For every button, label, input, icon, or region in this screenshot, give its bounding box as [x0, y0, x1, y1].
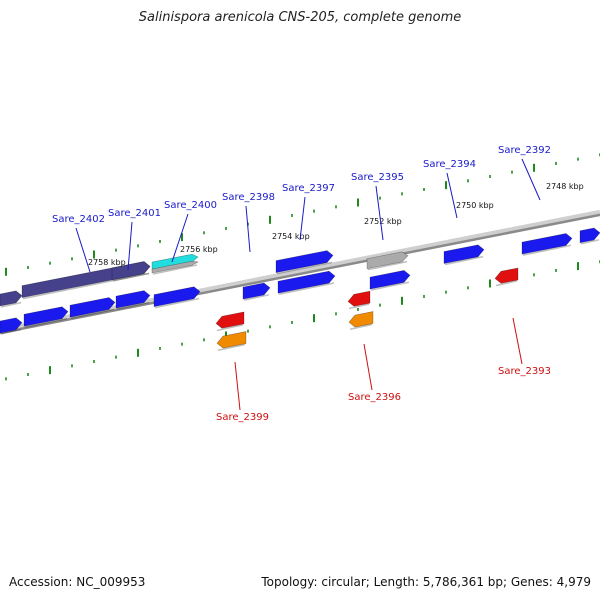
gene-arrow [69, 297, 116, 318]
gene-label-sare-2400: Sare_2400 [164, 200, 217, 211]
gene-shadow [112, 272, 150, 282]
gene-shadow [580, 239, 600, 245]
gene-shadow [0, 301, 22, 308]
gene-arrow-sare-2399 [215, 311, 245, 329]
label-leader-line [171, 213, 189, 263]
gene-shadow [116, 301, 150, 310]
gene-arrow-sare-2401 [111, 261, 151, 281]
gene-shadow [70, 308, 115, 319]
gene-label-sare-2402: Sare_2402 [52, 214, 105, 225]
gene-shadow [154, 297, 200, 309]
label-leader-line [375, 185, 384, 241]
gene-arrow [153, 286, 201, 308]
genome-summary: Topology: circular; Length: 5,786,361 bp… [261, 575, 591, 589]
gene-shadow [349, 323, 373, 330]
gene-arrow [216, 331, 247, 349]
gene-label-sare-2399: Sare_2399 [216, 412, 269, 423]
gene-arrow [0, 317, 23, 334]
gene-shadow [367, 260, 408, 271]
gene-label-sare-2395: Sare_2395 [351, 172, 404, 183]
gene-shadow [444, 255, 484, 266]
gene-arrow [369, 270, 411, 290]
gene-arrow [579, 227, 600, 244]
genome-backbone [0, 213, 600, 335]
gene-shadow [370, 281, 410, 291]
scale-label: 2754 kbp [272, 232, 310, 241]
gene-shadow [216, 324, 244, 332]
gene-shadow [22, 272, 150, 300]
gene-shadow [217, 343, 246, 351]
gene-arrow-sare-2394 [443, 244, 485, 264]
scale-label: 2752 kbp [364, 217, 402, 226]
gene-arrow-sare-2395 [366, 251, 409, 270]
scale-label: 2748 kbp [546, 182, 584, 191]
label-leader-line [521, 158, 541, 201]
gene-label-sare-2394: Sare_2394 [423, 159, 476, 170]
label-leader-line [75, 227, 91, 273]
gene-shadow [24, 317, 68, 329]
label-leader-line [234, 361, 241, 411]
label-leader-line [446, 172, 458, 219]
scale-label: 2750 kbp [456, 201, 494, 210]
gene-arrow-sare-2397 [275, 250, 334, 273]
gene-arrow [115, 290, 151, 309]
gene-arrow-sare-2398 [242, 282, 271, 300]
gene-arrow-sare-2400 [151, 253, 199, 271]
gene-label-sare-2393: Sare_2393 [498, 366, 551, 377]
gene-shadow [278, 282, 335, 295]
gene-shadow [152, 264, 198, 275]
gene-shadow [522, 244, 572, 256]
label-leader-line [245, 205, 251, 253]
gene-arrow-sare-2396 [347, 290, 371, 307]
gene-shadow [276, 261, 333, 275]
gene-shadow [243, 294, 270, 301]
gene-arrow [277, 270, 336, 294]
gene-label-sare-2396: Sare_2396 [348, 392, 401, 403]
label-leader-line [127, 221, 133, 271]
gene-label-sare-2397: Sare_2397 [282, 183, 335, 194]
gene-label-sare-2392: Sare_2392 [498, 145, 551, 156]
label-leader-line [363, 343, 373, 391]
gene-arrow [348, 311, 374, 328]
gene-arrow [151, 260, 199, 274]
gene-shadow [348, 303, 370, 310]
gene-shadow [0, 328, 22, 335]
label-leader-line [512, 317, 523, 365]
gene-arrow-sare-2392 [521, 233, 573, 255]
gene-shadow [495, 280, 518, 287]
label-leader-line [299, 196, 306, 241]
scale-label: 2758 kbp [88, 258, 126, 267]
gene-label-sare-2398: Sare_2398 [222, 192, 275, 203]
map-title: Salinispora arenicola CNS-205, complete … [138, 10, 462, 25]
accession-label: Accession: NC_009953 [9, 575, 146, 589]
gene-arrow [23, 306, 69, 327]
gene-arrow-sare-2393 [494, 267, 519, 284]
scale-label: 2756 kbp [180, 245, 218, 254]
gene-arrow [0, 290, 23, 307]
gene-label-sare-2401: Sare_2401 [108, 208, 161, 219]
